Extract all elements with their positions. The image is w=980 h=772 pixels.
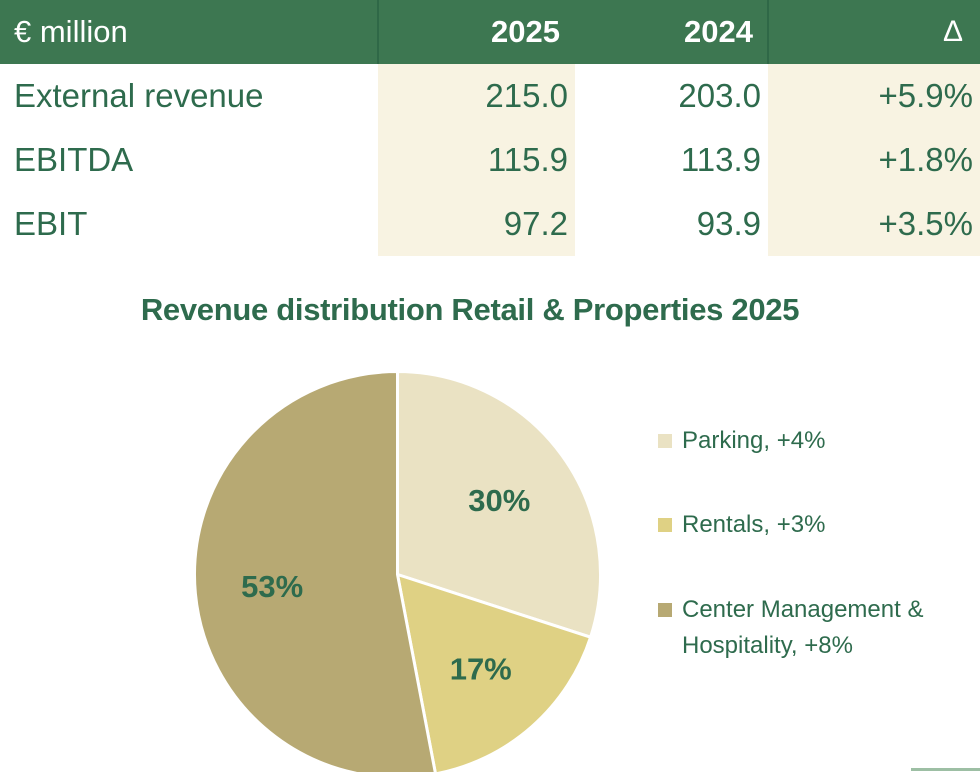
value-delta: +5.9% [768, 64, 980, 128]
legend-item-rentals: Rentals, +3% [658, 507, 942, 543]
pie-data-label: 17% [450, 651, 512, 686]
row-label: External revenue [14, 77, 264, 114]
legend-label: Rentals, +3% [682, 511, 826, 538]
financials-table: € million 2025 2024 Δ External revenue 2… [0, 0, 980, 256]
value-delta: +1.8% [768, 128, 980, 192]
table-header-delta: Δ [942, 15, 963, 48]
value-2024: 93.9 [696, 205, 761, 242]
value-2025: 215.0 [378, 64, 575, 128]
table-row: External revenue 215.0 203.0 +5.9% [0, 64, 980, 128]
table-row: EBIT 97.2 93.9 +3.5% [0, 192, 980, 256]
value-delta: +3.5% [768, 192, 980, 256]
pie-slice-center-management-hospitality [193, 370, 437, 772]
bottom-accent-bar [911, 768, 980, 771]
pie-data-label: 53% [241, 569, 303, 604]
value-2024: 113.9 [680, 141, 761, 178]
table-header-unit: € million [14, 14, 128, 49]
pie-slice-parking [396, 370, 602, 639]
legend-swatch-parking [658, 434, 672, 448]
table-header-2024: 2024 [684, 14, 753, 49]
legend-label: Parking, +4% [682, 427, 826, 454]
row-label: EBITDA [14, 141, 134, 178]
table-header-2025: 2025 [491, 14, 560, 49]
legend-item-parking: Parking, +4% [658, 423, 942, 459]
value-2025: 97.2 [378, 192, 575, 256]
header-divider [377, 0, 379, 64]
legend-swatch-rentals [658, 518, 672, 532]
pie-data-label: 30% [468, 483, 530, 518]
table-row: EBITDA 115.9 113.9 +1.8% [0, 128, 980, 192]
legend-item-center-management: Center Management & Hospitality, +8% [658, 592, 942, 664]
legend-label: Center Management & Hospitality, +8% [682, 596, 924, 659]
header-divider [767, 0, 769, 64]
value-2025: 115.9 [378, 128, 575, 192]
pie-slice-rentals [396, 573, 593, 772]
legend-swatch-center-management [658, 603, 672, 617]
row-label: EBIT [14, 205, 88, 242]
value-2024: 203.0 [678, 77, 761, 114]
chart-title: Revenue distribution Retail & Properties… [140, 292, 800, 327]
table-header-row: € million 2025 2024 Δ [0, 0, 980, 64]
